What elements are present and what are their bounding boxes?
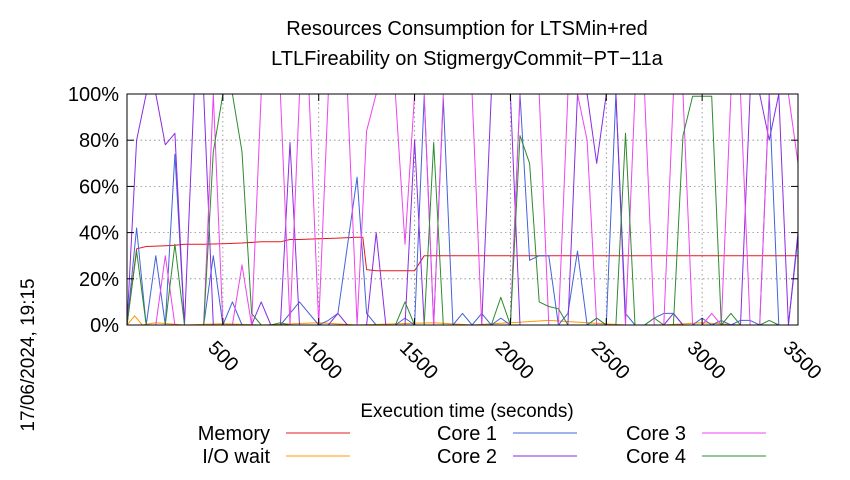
x-tick-label: 2000 [491,337,538,384]
legend-label: Core 4 [626,446,686,468]
x-axis-label: Execution time (seconds) [360,401,573,422]
legend-label: Memory [198,423,270,445]
x-tick-label: 500 [203,337,242,376]
legend-label: Core 1 [437,423,497,445]
chart-title-line-1: Resources Consumption for LTSMin+red [286,18,647,40]
x-tick-label: 1500 [395,337,442,384]
y-tick-label: 100% [68,84,119,106]
series-line-core-2 [126,93,799,326]
x-tick-label: 3500 [778,337,825,384]
legend-label: I/O wait [202,446,270,468]
y-axis-ticks: 0% 20% 40% 60% 80% 100% [68,84,798,337]
series-line-i-o-wait [126,315,798,326]
series-line-memory [126,236,798,326]
x-tick-label: 2500 [587,337,634,384]
series-line-core-1 [126,93,799,326]
legend-label: Core 3 [626,423,686,445]
chart-title-line-2: LTLFireability on StigmergyCommit−PT−11a [271,48,664,70]
y-tick-label: 80% [79,130,119,152]
y-tick-label: 0% [90,315,119,337]
timestamp: 17/06/2024, 19:15 [18,278,39,431]
y-tick-label: 40% [79,223,119,245]
series-line-core-3 [127,93,799,326]
y-tick-label: 60% [79,176,119,198]
series-lines [126,93,799,326]
x-tick-label: 1000 [299,337,346,384]
y-tick-label: 20% [79,269,119,291]
legend-label: Core 2 [437,446,497,468]
grid-lines [127,94,798,325]
series-line-core-4 [126,93,798,326]
chart-title: Resources Consumption for LTSMin+red LTL… [271,18,664,70]
x-tick-label: 3000 [683,337,730,384]
plot-frame [126,93,799,326]
